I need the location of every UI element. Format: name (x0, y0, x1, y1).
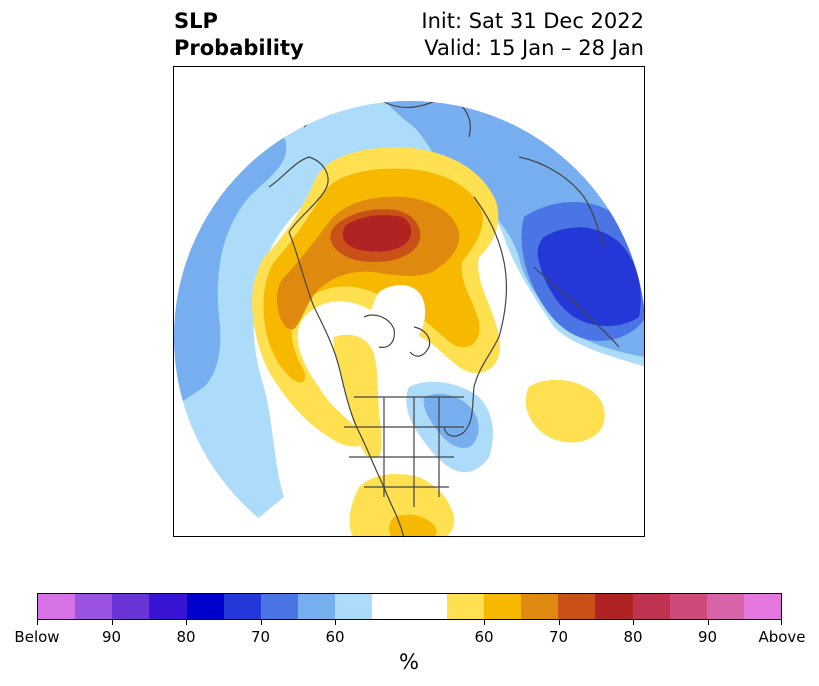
colorbar-tick-mark (186, 620, 187, 625)
above-70-greenland (439, 288, 474, 323)
colorbar-cell (558, 594, 596, 619)
map-panel (173, 66, 645, 537)
below-70-atlantic (423, 393, 479, 448)
colorbar-cell (112, 594, 150, 619)
colorbar-cell (706, 594, 744, 619)
colorbar-cell (446, 594, 484, 619)
colorbar-cell (409, 594, 447, 619)
colorbar-cell (223, 594, 261, 619)
colorbar-tick-label: Above (758, 628, 806, 646)
colorbar-tick-mark (781, 620, 782, 625)
colorbar-tick-mark (633, 620, 634, 625)
colorbar-tick-label: 80 (623, 628, 643, 646)
colorbar-unit-label: % (399, 650, 419, 674)
variable-subtitle: Probability (174, 36, 304, 60)
colorbar-cell (483, 594, 522, 619)
title-right: Init: Sat 31 Dec 2022 Valid: 15 Jan – 28… (421, 8, 644, 62)
colorbar-tick-label: 60 (474, 628, 494, 646)
colorbar-cell (38, 594, 76, 619)
colorbar-cell (298, 594, 336, 619)
above-70-southeast (389, 514, 437, 536)
title-left: SLP Probability (174, 8, 304, 62)
colorbar-cell (669, 594, 707, 619)
colorbar-cell (75, 594, 113, 619)
variable-title: SLP (174, 9, 218, 33)
colorbar-tick-mark (558, 620, 560, 625)
colorbar-tick-mark (484, 620, 485, 625)
coastlines (268, 101, 620, 536)
probability-map (174, 101, 644, 536)
colorbar-cell (260, 594, 299, 619)
colorbar-cell (743, 594, 782, 619)
colorbar-cell (149, 594, 187, 619)
above-60-atlantic (525, 379, 605, 443)
colorbar-tick-label: 90 (697, 628, 718, 646)
colorbar-tick-label: 70 (548, 628, 569, 646)
colorbar-cell (595, 594, 633, 619)
above-90-arctic (342, 215, 412, 252)
colorbar-tick-label: 80 (176, 628, 196, 646)
below-85-east (537, 227, 641, 326)
colorbar-cell (335, 594, 373, 619)
colorbar-cell (521, 594, 559, 619)
colorbar-cell (186, 594, 224, 619)
colorbar-tick-mark (707, 620, 709, 625)
colorbar-tick-mark (335, 620, 336, 625)
map-disk (174, 101, 644, 536)
neutral-pole (368, 285, 426, 356)
colorbar-tick-label: 70 (250, 628, 271, 646)
colorbar-tick-mark (111, 620, 113, 625)
colorbar-tick-mark (37, 620, 38, 625)
colorbar-tick-label: 90 (101, 628, 122, 646)
below-60-west (174, 101, 494, 536)
init-date: Init: Sat 31 Dec 2022 (421, 9, 644, 33)
colorbar (37, 593, 782, 620)
colorbar-tick-label: Below (14, 628, 60, 646)
colorbar-cell (372, 594, 410, 619)
valid-range: Valid: 15 Jan – 28 Jan (424, 36, 644, 60)
colorbar-cell (632, 594, 670, 619)
colorbar-tick-mark (260, 620, 262, 625)
colorbar-tick-label: 60 (325, 628, 345, 646)
